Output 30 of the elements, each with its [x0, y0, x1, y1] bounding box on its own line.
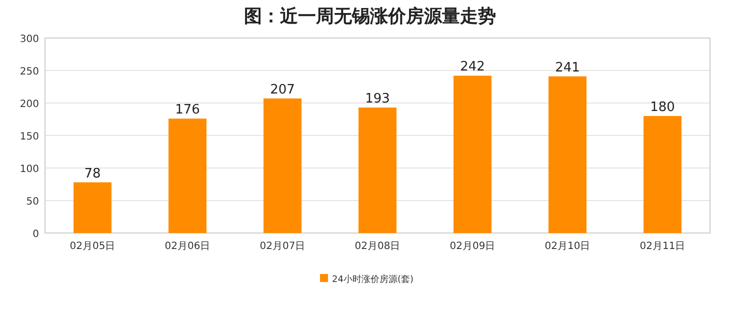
data-label: 207	[270, 82, 295, 98]
y-tick-label: 0	[32, 229, 39, 240]
bar	[358, 108, 396, 233]
bar	[454, 76, 492, 233]
y-tick-label: 200	[20, 99, 39, 110]
y-tick-label: 150	[20, 132, 39, 142]
data-label: 241	[555, 60, 580, 76]
bar	[548, 76, 586, 233]
y-tick-label: 250	[20, 66, 39, 78]
chart-title: 图：近一周无锡涨价房源量走势	[244, 6, 496, 27]
y-tick-label: 50	[26, 196, 39, 208]
y-tick-label: 100	[20, 164, 39, 175]
bar	[644, 116, 682, 233]
data-label: 193	[365, 92, 390, 107]
y-tick-label: 300	[20, 34, 39, 45]
bar	[264, 98, 302, 233]
x-tick-label: 02月10日	[544, 241, 590, 252]
x-tick-label: 02月08日	[354, 241, 400, 252]
data-label: 176	[175, 102, 200, 118]
bar	[74, 182, 112, 233]
legend-label: 24小时涨价房源(套)	[332, 274, 414, 285]
x-tick-label: 02月09日	[450, 241, 496, 252]
data-label: 78	[84, 166, 101, 182]
data-label: 242	[460, 60, 485, 75]
x-tick-label: 02月11日	[640, 241, 686, 252]
x-tick-label: 02月05日	[70, 241, 116, 252]
x-tick-label: 02月07日	[260, 241, 306, 252]
x-tick-label: 02月06日	[164, 241, 210, 252]
data-label: 180	[650, 100, 675, 115]
bar	[168, 118, 206, 233]
